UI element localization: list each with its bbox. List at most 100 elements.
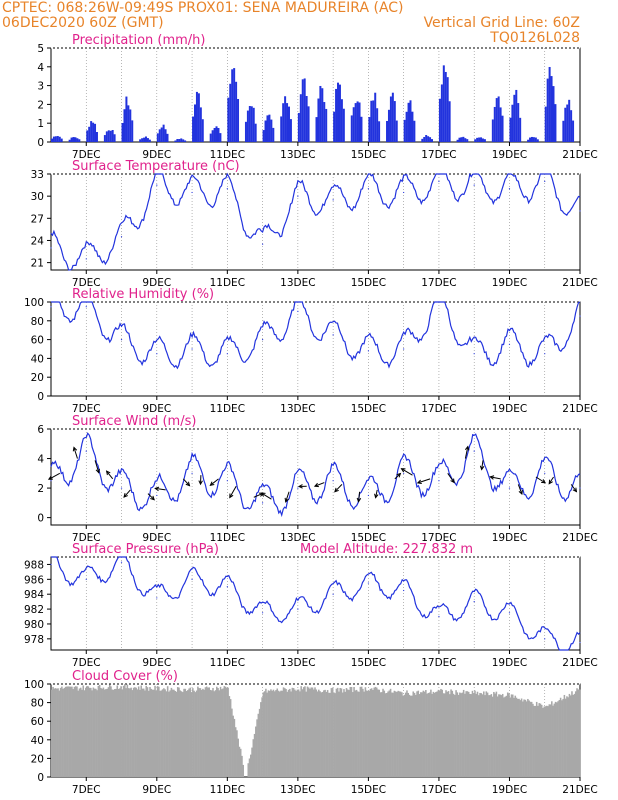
cloud-bar <box>159 690 161 777</box>
cloud-bar <box>435 691 437 777</box>
header-model: TQ0126L028 <box>489 30 580 46</box>
cloud-bar <box>386 693 388 777</box>
precip-bar <box>289 119 292 142</box>
cloud-bar <box>383 690 386 777</box>
cloud-bar <box>375 687 378 777</box>
cloud-bar <box>326 690 329 777</box>
pres-point <box>120 561 123 563</box>
cloud-bar <box>387 691 389 777</box>
precip-bar <box>217 127 220 142</box>
temp-ytick-label: 27 <box>31 213 44 225</box>
cloud-bar <box>195 690 198 777</box>
cloud-bar <box>318 689 320 777</box>
cloud-bar <box>393 690 396 777</box>
cloud-xtick-label: 11DEC <box>210 784 245 796</box>
cloud-bar <box>223 686 226 777</box>
precip-bar <box>209 133 212 142</box>
precip-xtick-label: 9DEC <box>142 149 171 161</box>
wind-arrow <box>490 476 501 480</box>
wind-arrow <box>417 478 431 484</box>
rh-point <box>332 334 334 336</box>
temp-ytick-label: 24 <box>31 235 45 247</box>
cloud-bar <box>477 695 480 777</box>
precip-xtick-label: 19DEC <box>492 149 527 161</box>
wind-arrow-head <box>185 481 191 487</box>
cloud-bar <box>352 692 354 777</box>
cloud-bar <box>241 755 243 777</box>
cloud-bar <box>260 702 262 777</box>
wind-arrow <box>94 460 100 473</box>
cloud-bar <box>354 690 357 777</box>
precip-bar <box>123 109 126 142</box>
cloud-bar <box>136 689 139 777</box>
cloud-bar <box>78 688 81 777</box>
header-station: CPTEC: 068:26W-09:49S PROX01: SENA MADUR… <box>2 0 404 16</box>
precip-bar <box>495 98 498 142</box>
cloud-bar <box>101 688 103 777</box>
cloud-bar <box>187 690 189 777</box>
cloud-bar <box>190 692 193 777</box>
cloud-bar <box>480 693 483 777</box>
cloud-bar <box>72 689 74 777</box>
cloud-bar <box>113 689 116 777</box>
precip-bar <box>430 139 433 142</box>
cloud-bar <box>64 686 67 777</box>
cloud-bar <box>562 698 564 777</box>
precip-bar <box>270 119 273 142</box>
cloud-bar <box>307 687 310 777</box>
precip-bar <box>456 139 459 142</box>
cloud-bar <box>506 692 509 777</box>
cloud-bar <box>496 696 499 777</box>
cloud-bar <box>408 694 411 777</box>
cloud-bar <box>467 691 470 777</box>
cloud-bar <box>542 707 544 777</box>
precip-xtick-label: 7DEC <box>72 149 101 161</box>
precip-bar <box>58 136 61 142</box>
cloud-bar <box>257 713 260 777</box>
wind-arrow <box>358 491 361 502</box>
cloud-bar <box>202 688 204 777</box>
cloud-xtick-label: 13DEC <box>280 784 315 796</box>
precip-bar <box>564 107 567 142</box>
precip-bar <box>421 138 424 142</box>
cloud-bar <box>93 688 96 777</box>
cloud-bar <box>530 701 533 777</box>
cloud-bar <box>272 689 275 777</box>
wind-point <box>50 480 52 482</box>
cloud-bar <box>573 693 576 777</box>
precip-bar <box>448 101 451 142</box>
precip-bar <box>393 101 396 142</box>
cloud-bar <box>252 739 255 777</box>
precip-bar <box>423 136 426 142</box>
cloud-bar <box>314 687 316 777</box>
temp-point <box>332 199 334 201</box>
cloud-bar <box>563 694 566 777</box>
cloud-bar <box>217 688 219 777</box>
cloud-bar <box>427 692 430 777</box>
precip-bar <box>413 120 416 142</box>
cloud-bar <box>266 692 268 777</box>
rh-point <box>579 315 581 317</box>
cloud-bar <box>379 692 382 777</box>
precip-bar <box>536 139 539 142</box>
cloud-bar <box>204 687 207 777</box>
cloud-bar <box>572 694 575 777</box>
cloud-bar <box>513 697 515 777</box>
precip-bar <box>60 138 63 142</box>
cloud-bar <box>360 686 363 777</box>
header-grid-note: Vertical Grid Line: 60Z <box>424 15 580 31</box>
cloud-bar <box>501 693 504 777</box>
cloud-bar <box>271 690 273 777</box>
cloud-bar <box>372 690 374 777</box>
cloud-bar <box>81 689 83 777</box>
cloud-bar <box>329 692 331 777</box>
precip-bar <box>144 136 147 142</box>
precip-bar <box>532 137 535 142</box>
cloud-bar <box>98 684 101 777</box>
temp-point <box>579 210 581 212</box>
cloud-bar <box>309 688 311 777</box>
cloud-bar <box>300 686 302 777</box>
cloud-bar <box>447 691 450 777</box>
cloud-bar <box>285 689 287 777</box>
pres-point <box>579 641 581 644</box>
